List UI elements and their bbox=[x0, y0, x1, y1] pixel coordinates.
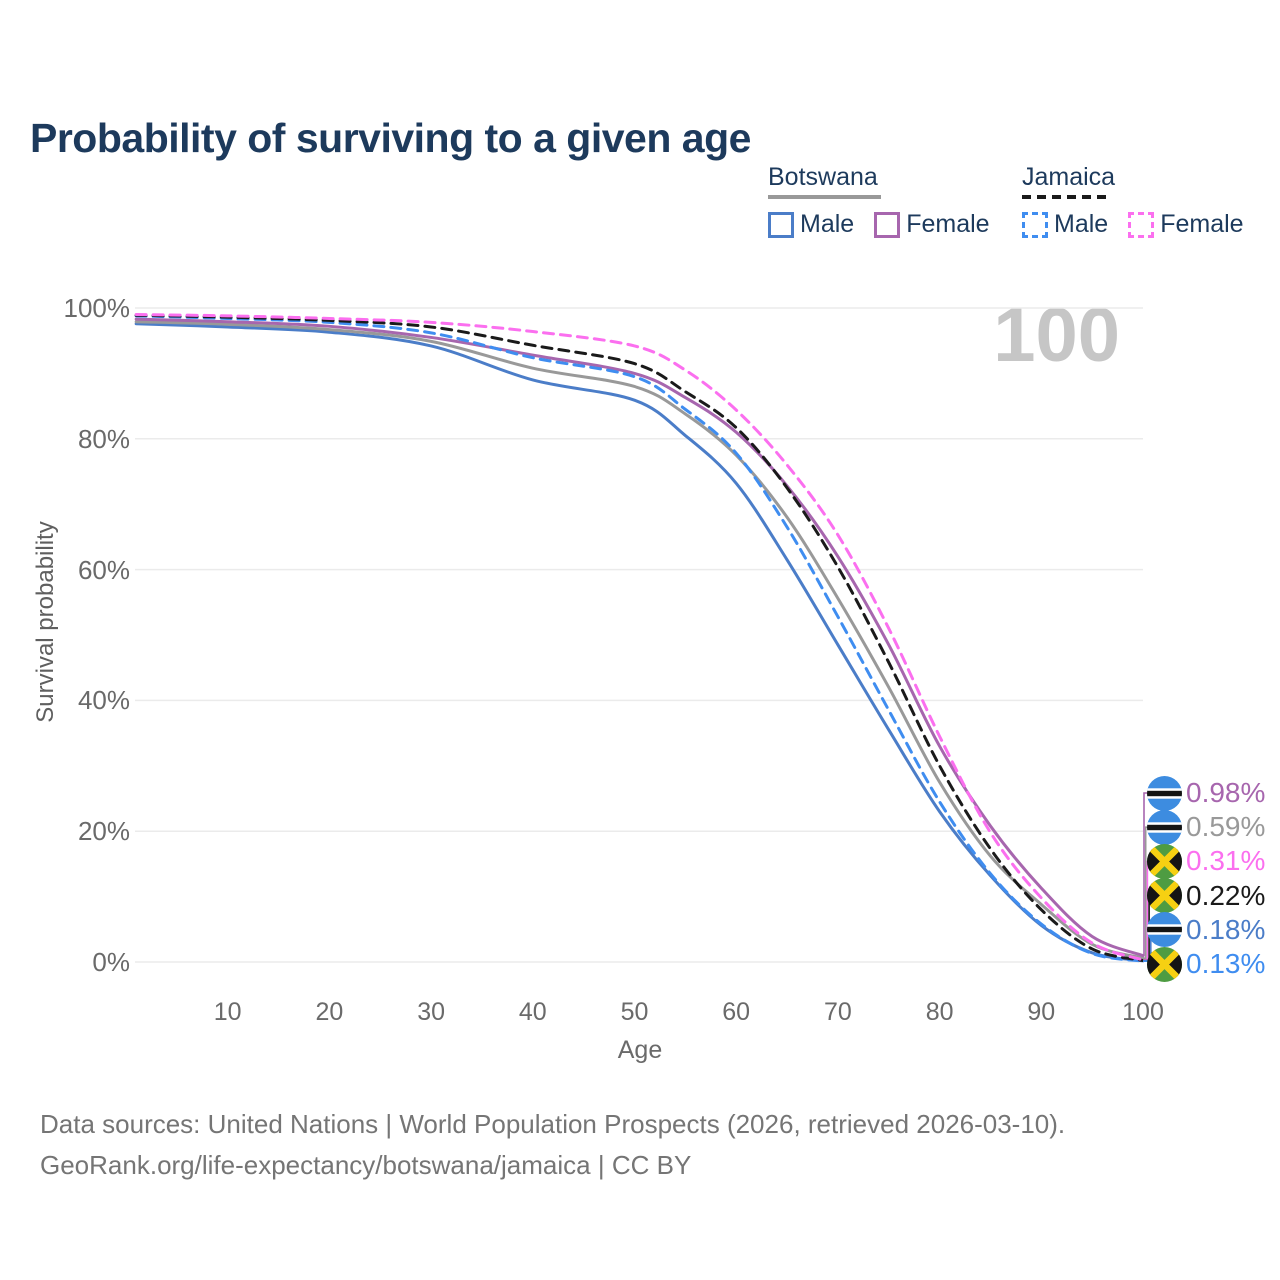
x-axis-title: Age bbox=[617, 1036, 663, 1064]
legend-item-label: Male bbox=[1054, 210, 1109, 238]
curve-jamaica-female bbox=[134, 313, 1145, 962]
data-sources-line: Data sources: United Nations | World Pop… bbox=[40, 1109, 1066, 1139]
x-axis-tick-label: 100 bbox=[1122, 998, 1164, 1026]
legend-item-jamaica-female: Female bbox=[1128, 210, 1244, 239]
attribution-line: GeoRank.org/life-expectancy/botswana/jam… bbox=[40, 1150, 692, 1180]
jamaica-flag-icon bbox=[1147, 878, 1182, 914]
jamaica-female-swatch-icon bbox=[1128, 211, 1155, 238]
jamaica-male-swatch-icon bbox=[1022, 211, 1048, 238]
curve-jamaica-both-sexes bbox=[134, 313, 1145, 963]
y-axis-tick-label: 40% bbox=[77, 685, 130, 716]
legend-country-title-jamaica: Jamaica bbox=[1022, 163, 1244, 199]
x-axis-tick-label: 60 bbox=[722, 998, 751, 1026]
y-axis-tick-label: 60% bbox=[77, 554, 130, 585]
jamaica-flag-icon bbox=[1147, 843, 1182, 879]
legend-country-name: Botswana bbox=[768, 163, 878, 191]
end-label-row: 0.18% bbox=[1147, 912, 1265, 948]
curve-botswana-male bbox=[134, 322, 1145, 963]
x-axis-tick-label: 10 bbox=[213, 998, 242, 1026]
end-label-value: 0.13% bbox=[1186, 948, 1266, 979]
chart-title: Probability of surviving to a given age bbox=[30, 115, 751, 162]
botswana-flag-icon bbox=[1147, 809, 1182, 845]
x-axis-tick-label: 90 bbox=[1027, 998, 1056, 1026]
y-axis-tick-label: 80% bbox=[77, 423, 130, 454]
end-label-value: 0.31% bbox=[1186, 845, 1266, 877]
x-axis-tick-label: 80 bbox=[925, 998, 954, 1026]
x-axis-tick-label: 20 bbox=[315, 998, 344, 1026]
legend-item-botswana-female: Female bbox=[874, 210, 990, 239]
hovered-age-indicator: 100 bbox=[993, 293, 1120, 378]
x-axis-tick-label: 30 bbox=[417, 998, 445, 1026]
legend-item-label: Male bbox=[800, 210, 855, 238]
jamaica-dashed-line-swatch bbox=[1022, 195, 1112, 199]
y-axis-tick-label: 0% bbox=[92, 947, 130, 977]
legend-item-label: Female bbox=[1160, 210, 1244, 238]
legend-country-title-botswana: Botswana bbox=[768, 163, 990, 199]
legend-items-jamaica: Male Female bbox=[1022, 210, 1244, 239]
y-axis-tick-label: 20% bbox=[77, 816, 130, 847]
botswana-solid-line-swatch bbox=[768, 195, 881, 199]
x-axis-tick-label: 50 bbox=[620, 998, 649, 1026]
legend-group-jamaica: Jamaica Male Female bbox=[1022, 163, 1244, 239]
legend-item-label: Female bbox=[906, 210, 990, 238]
legend-group-botswana: Botswana Male Female bbox=[768, 163, 990, 239]
end-label-value: 0.18% bbox=[1186, 913, 1266, 945]
y-axis-tick-label: 100% bbox=[63, 293, 131, 323]
x-axis-tick-label: 70 bbox=[823, 998, 852, 1026]
botswana-flag-icon bbox=[1147, 912, 1182, 948]
end-label-row: 0.59% bbox=[1147, 809, 1265, 845]
curve-botswana-female bbox=[134, 317, 1145, 958]
curve-jamaica-male bbox=[134, 314, 1145, 963]
end-label-row: 0.13% bbox=[1147, 946, 1265, 982]
footer: Data sources: United Nations | World Pop… bbox=[40, 1104, 1065, 1186]
botswana-female-swatch-icon bbox=[874, 211, 901, 238]
end-label-value: 0.22% bbox=[1186, 879, 1266, 911]
botswana-male-swatch-icon bbox=[768, 211, 794, 238]
x-axis-tick-label: 40 bbox=[518, 998, 547, 1026]
legend-country-name: Jamaica bbox=[1022, 163, 1116, 191]
end-label-row: 0.31% bbox=[1147, 843, 1265, 879]
curve-botswana-both-sexes bbox=[134, 320, 1145, 960]
jamaica-flag-icon bbox=[1147, 946, 1182, 982]
end-label-value: 0.59% bbox=[1186, 811, 1266, 843]
end-label-value: 0.98% bbox=[1186, 777, 1266, 808]
legend-item-botswana-male: Male bbox=[768, 210, 854, 239]
legend-item-jamaica-male: Male bbox=[1022, 210, 1108, 239]
end-label-row: 0.22% bbox=[1147, 878, 1265, 914]
botswana-flag-icon bbox=[1147, 775, 1182, 811]
legend-items-botswana: Male Female bbox=[768, 210, 990, 239]
end-label-row: 0.98% bbox=[1147, 775, 1265, 811]
